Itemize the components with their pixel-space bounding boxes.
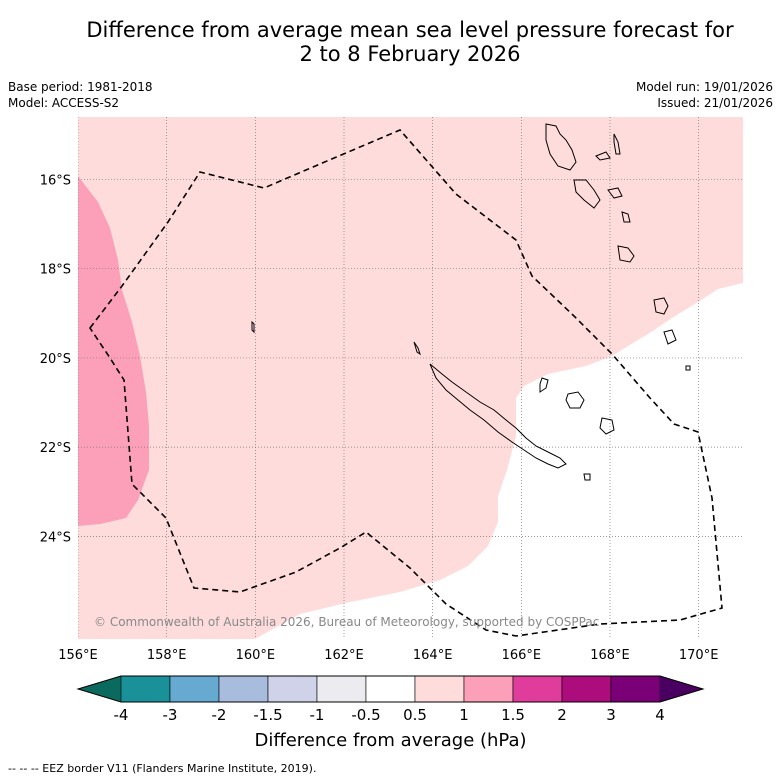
lon-label: 166°E xyxy=(502,648,542,663)
erromango xyxy=(617,245,635,263)
colorbar-bins xyxy=(120,675,661,703)
lat-label: 20°S xyxy=(40,352,71,367)
ambae xyxy=(595,151,611,161)
colorbar-bin xyxy=(414,675,465,703)
title-line-1: Difference from average mean sea level p… xyxy=(86,18,734,42)
title-line-2: 2 to 8 February 2026 xyxy=(299,42,521,66)
colorbar-bin xyxy=(267,675,318,703)
coastlines xyxy=(251,123,691,481)
ouvea-island xyxy=(539,377,549,393)
colorbar-bin xyxy=(365,675,416,703)
colorbar-tick-label: -0.5 xyxy=(351,706,380,724)
colorbar-bin xyxy=(316,675,367,703)
lat-label: 18°S xyxy=(40,263,71,278)
colorbar-tick-label: 4 xyxy=(655,706,665,724)
aneityum xyxy=(663,329,677,345)
colorbar-bin xyxy=(120,675,171,703)
tanna xyxy=(653,297,669,315)
lon-label: 158°E xyxy=(147,648,187,663)
lon-label: 156°E xyxy=(58,648,98,663)
colorbar-bin xyxy=(463,675,514,703)
lon-label: 168°E xyxy=(590,648,630,663)
belep-island xyxy=(413,341,421,356)
colorbar-tick-label: -4 xyxy=(114,706,129,724)
eez-footnote: -- -- -- EEZ border V11 (Flanders Marine… xyxy=(8,762,317,775)
model-name: Model: ACCESS-S2 xyxy=(8,96,120,110)
epi-island xyxy=(607,187,623,199)
small-island-2 xyxy=(685,365,691,371)
colorbar-tick-label: -1.5 xyxy=(253,706,282,724)
colorbar-tick-label: 1 xyxy=(459,706,469,724)
meta-left: Base period: 1981-2018 Model: ACCESS-S2 xyxy=(8,79,153,111)
colorbar-bin xyxy=(169,675,220,703)
colorbar-tick-label: 0.5 xyxy=(403,706,427,724)
lon-label: 162°E xyxy=(324,648,364,663)
lon-label: 164°E xyxy=(413,648,453,663)
colorbar-bin xyxy=(610,675,661,703)
mare-island xyxy=(599,417,615,435)
colorbar-bin xyxy=(218,675,269,703)
colorbar-tick-labels: -4 -3 -2 -1.5 -1 -0.5 0.5 1 1.5 2 3 4 xyxy=(114,706,665,724)
colorbar-tick-label: -3 xyxy=(163,706,178,724)
colorbar-tick-label: -1 xyxy=(310,706,325,724)
longitude-labels: 156°E 158°E 160°E 162°E 164°E 166°E 168°E 170°E xyxy=(58,648,718,663)
colorbar-bin xyxy=(561,675,612,703)
eez-border xyxy=(89,129,723,637)
small-island-1 xyxy=(251,320,255,334)
base-period: Base period: 1981-2018 xyxy=(8,80,153,94)
anomaly-region-1-1.5 xyxy=(78,176,149,526)
isle-of-pines xyxy=(583,473,591,481)
lon-label: 160°E xyxy=(236,648,276,663)
colorbar-outline xyxy=(76,675,705,703)
colorbar: -4 -3 -2 -1.5 -1 -0.5 0.5 1 1.5 2 3 4 xyxy=(76,675,705,724)
colorbar-bin xyxy=(512,675,563,703)
issued-date: Issued: 21/01/2026 xyxy=(657,96,773,110)
malekula xyxy=(573,179,601,209)
maewo-pentecost xyxy=(613,133,621,155)
meta-right: Model run: 19/01/2026 Issued: 21/01/2026 xyxy=(636,79,773,111)
espiritu-santo xyxy=(545,123,577,171)
new-caledonia-coast xyxy=(429,363,567,469)
lat-label: 22°S xyxy=(40,441,71,456)
model-run: Model run: 19/01/2026 xyxy=(635,80,773,94)
colorbar-title: Difference from average (hPa) xyxy=(254,730,527,751)
lon-label: 170°E xyxy=(679,648,719,663)
chart-title: Difference from average mean sea level p… xyxy=(40,18,780,66)
colorbar-tick-label: 3 xyxy=(606,706,616,724)
grid-lines xyxy=(78,117,743,639)
colorbar-over-arrow xyxy=(660,676,703,702)
efate xyxy=(621,211,631,223)
lifou-island xyxy=(565,391,585,409)
latitude-labels: 16°S 18°S 20°S 22°S 24°S xyxy=(40,173,71,545)
copyright-text: © Commonwealth of Australia 2026, Bureau… xyxy=(94,615,599,629)
colorbar-tick-label: 1.5 xyxy=(501,706,525,724)
colorbar-tick-label: 2 xyxy=(557,706,567,724)
anomaly-region-0.5-1 xyxy=(78,117,743,639)
colorbar-under-arrow xyxy=(78,676,121,702)
colorbar-tick-label: -2 xyxy=(212,706,227,724)
lat-label: 16°S xyxy=(40,173,71,188)
lat-label: 24°S xyxy=(40,530,71,545)
